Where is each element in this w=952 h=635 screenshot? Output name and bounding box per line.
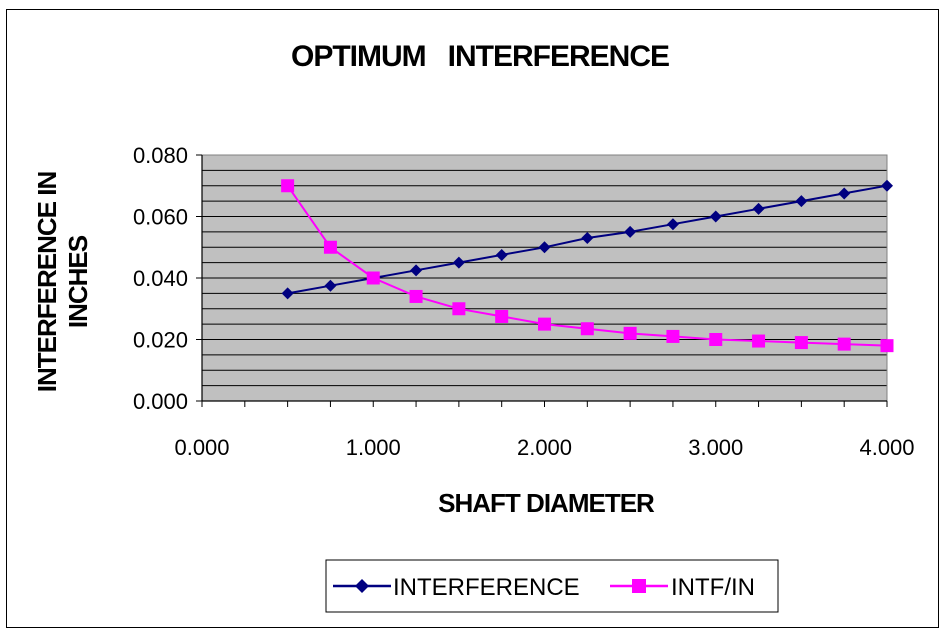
data-point-interference bbox=[752, 202, 765, 215]
y-tick-label: 0.080 bbox=[133, 143, 188, 168]
data-point-interference bbox=[495, 248, 508, 261]
data-point-interference bbox=[666, 218, 679, 231]
data-point-interference bbox=[410, 264, 423, 277]
data-point-intf-in bbox=[452, 302, 466, 316]
series-layer bbox=[281, 179, 894, 353]
legend-square-icon bbox=[632, 579, 646, 593]
data-point-interference bbox=[324, 279, 337, 292]
data-point-intf-in bbox=[666, 329, 680, 343]
x-tick-label: 4.000 bbox=[859, 435, 914, 460]
data-point-interference bbox=[452, 256, 465, 269]
data-point-intf-in bbox=[623, 326, 637, 340]
data-point-intf-in bbox=[837, 337, 851, 351]
y-axis-title-line-2: INCHES bbox=[63, 235, 93, 328]
y-axis-title-line-1: INTERFERENCE IN bbox=[32, 172, 62, 393]
data-point-intf-in bbox=[538, 317, 551, 331]
data-point-intf-in bbox=[794, 336, 808, 350]
x-axis-title: SHAFT DIAMETER bbox=[438, 488, 655, 518]
y-tick-label: 0.020 bbox=[133, 328, 188, 353]
x-tick-label: 3.000 bbox=[688, 435, 743, 460]
plot-area bbox=[201, 154, 888, 402]
data-point-intf-in bbox=[323, 240, 337, 254]
data-point-intf-in bbox=[580, 322, 594, 336]
chart-frame: OPTIMUM INTERFERENCE INTERFERENCE IN INC… bbox=[6, 9, 939, 628]
data-point-interference bbox=[281, 287, 294, 300]
data-point-interference bbox=[795, 195, 808, 208]
chart-svg: OPTIMUM INTERFERENCE INTERFERENCE IN INC… bbox=[32, 40, 915, 613]
data-point-intf-in bbox=[495, 309, 509, 323]
data-point-intf-in bbox=[409, 289, 423, 303]
axis-ticks: 0.000 0.020 0.040 0.060 0.080 0.000 1.000 2.000… bbox=[133, 143, 915, 460]
legend: INTERFERENCE INTF/IN bbox=[325, 559, 779, 613]
data-point-intf-in bbox=[709, 333, 723, 346]
data-point-interference bbox=[624, 225, 637, 238]
y-tick-label: 0.060 bbox=[133, 205, 188, 230]
data-point-interference bbox=[709, 210, 722, 223]
chart-title: OPTIMUM INTERFERENCE bbox=[291, 40, 669, 73]
y-tick-label: 0.000 bbox=[133, 389, 188, 414]
y-tick-label: 0.040 bbox=[133, 266, 188, 291]
data-point-intf-in bbox=[752, 334, 766, 348]
data-point-interference bbox=[581, 232, 594, 245]
x-tick-label: 2.000 bbox=[517, 435, 572, 460]
legend-label-interference: INTERFERENCE bbox=[393, 574, 580, 601]
data-point-interference bbox=[838, 187, 851, 200]
x-tick-label: 1.000 bbox=[346, 435, 401, 460]
legend-box bbox=[325, 559, 779, 613]
data-point-intf-in bbox=[281, 179, 295, 193]
data-point-intf-in bbox=[366, 271, 380, 285]
legend-diamond-icon bbox=[355, 579, 369, 593]
x-tick-label: 0.000 bbox=[174, 435, 229, 460]
data-point-intf-in bbox=[880, 339, 894, 353]
legend-label-intf-in: INTF/IN bbox=[671, 574, 755, 601]
data-point-interference bbox=[538, 241, 551, 254]
data-point-interference bbox=[881, 179, 893, 192]
